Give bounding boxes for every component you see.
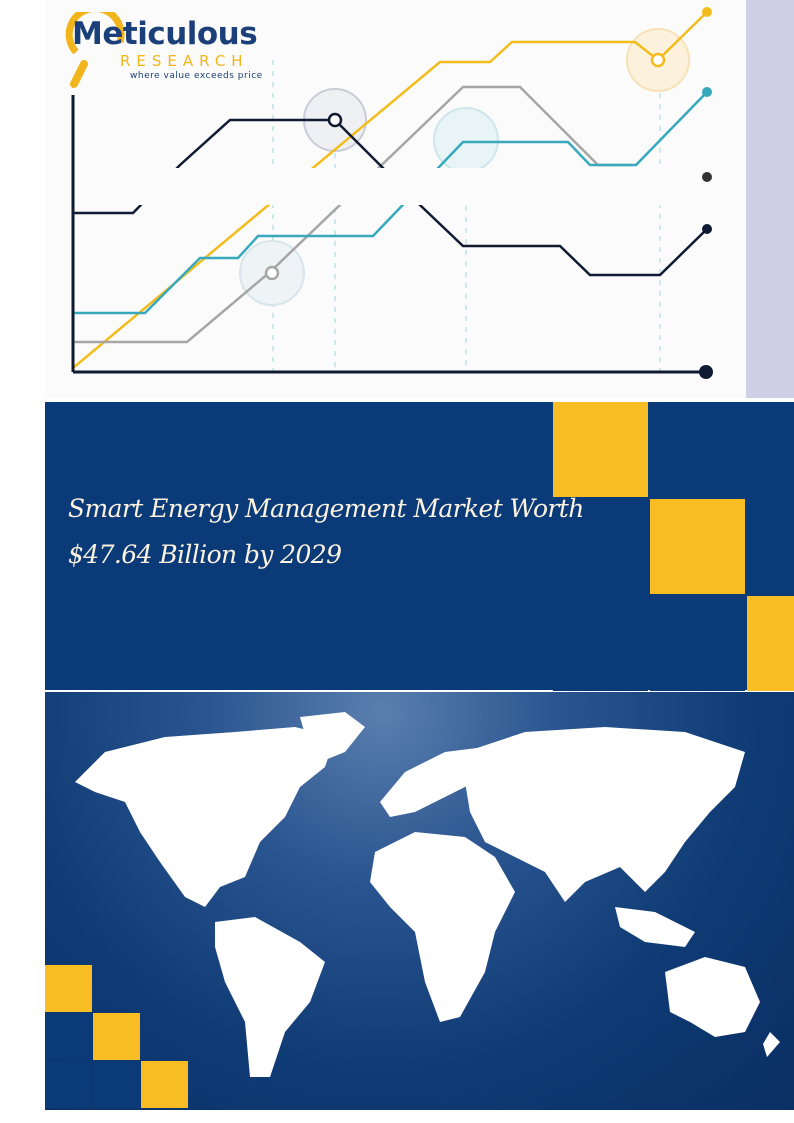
north-america bbox=[75, 727, 335, 907]
end-dot bbox=[702, 87, 712, 97]
africa bbox=[370, 832, 515, 1022]
end-dot bbox=[702, 224, 712, 234]
marker bbox=[650, 52, 666, 68]
title-line-2: $47.64 Billion by 2029 bbox=[68, 540, 342, 569]
south-america bbox=[215, 917, 325, 1077]
world-map-panel bbox=[45, 692, 794, 1110]
report-title: Smart Energy Management Market Worth $47… bbox=[68, 486, 584, 578]
world-map bbox=[75, 712, 780, 1077]
logo-sub: RESEARCH bbox=[120, 52, 249, 70]
greenland bbox=[300, 712, 365, 762]
indonesia bbox=[615, 907, 695, 947]
teal-line bbox=[73, 91, 708, 315]
decorative-line-graphic bbox=[71, 7, 713, 379]
magnifier-icon bbox=[65, 12, 125, 88]
decorative-chart-area bbox=[45, 0, 746, 398]
end-dot bbox=[702, 7, 712, 17]
logo-name: Meticulous bbox=[72, 16, 258, 52]
side-strip bbox=[746, 0, 794, 398]
logo: Meticulous RESEARCH where value exceeds … bbox=[65, 12, 263, 88]
end-dot bbox=[702, 172, 712, 182]
axis-end-dot bbox=[699, 365, 713, 379]
australia bbox=[665, 957, 760, 1037]
marker bbox=[327, 112, 343, 128]
asia bbox=[465, 727, 745, 902]
new-zealand bbox=[763, 1032, 780, 1057]
marker bbox=[264, 265, 280, 281]
logo-tagline: where value exceeds price bbox=[130, 71, 263, 81]
title-line-1: Smart Energy Management Market Worth bbox=[68, 494, 584, 523]
europe bbox=[380, 747, 485, 817]
